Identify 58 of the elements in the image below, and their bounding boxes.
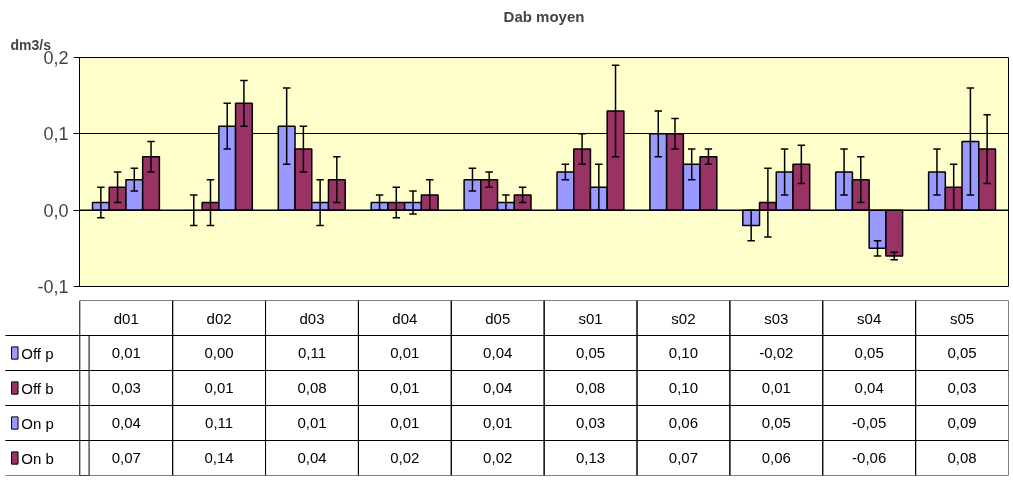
legend-label: On b [21,449,54,467]
data-label: 0,03 [111,379,141,396]
y-tick-label: -0,1 [37,277,69,297]
data-label: 0,03 [575,414,606,431]
data-label: 0,08 [297,379,327,396]
data-label: 0,08 [575,379,606,396]
x-tick-label: d04 [392,309,418,327]
data-label: 0,04 [483,379,513,396]
x-tick-label: s03 [764,309,789,327]
data-label: 0,07 [668,449,699,466]
data-label: 0,07 [111,449,141,466]
x-tick-label: s04 [857,309,882,327]
data-label: 0,06 [668,414,699,431]
data-label: 0,02 [390,449,420,466]
data-label: 0,10 [668,379,699,396]
data-label: 0,04 [297,449,327,466]
x-tick-label: s05 [949,309,975,327]
data-label: -0,05 [852,414,887,431]
x-tick-label: s02 [671,309,696,327]
data-label: -0,06 [852,449,887,466]
data-label: 0,09 [947,414,977,431]
y-tick-label: 0,1 [43,124,69,145]
data-label: 0,05 [575,344,606,361]
chart-title: Dab moyen [503,7,585,25]
y-tick-label: 0,0 [43,200,69,221]
data-label: 0,01 [390,414,420,431]
x-tick-label: s01 [578,309,603,327]
data-label: 0,08 [947,449,977,466]
data-label: -0,02 [759,344,794,361]
data-label: 0,11 [297,344,327,361]
data-label: 0,00 [204,344,234,361]
data-label: 0,04 [854,379,884,396]
legend-label: Off p [21,344,54,362]
data-label: 0,01 [111,344,141,361]
data-label: 0,01 [390,379,420,396]
data-label: 0,11 [205,414,234,431]
data-label: 0,04 [483,344,513,361]
x-tick-label: d02 [206,309,232,327]
data-label: 0,14 [204,449,234,466]
data-label: 0,05 [854,344,884,361]
data-label: 0,01 [297,414,327,431]
legend-label: Off b [21,379,54,397]
legend-label: On p [21,414,54,432]
x-tick-label: d01 [113,309,139,327]
data-label: 0,05 [947,344,977,361]
x-tick-label: d03 [299,309,325,327]
data-label: 0,01 [390,344,420,361]
data-label: 0,03 [947,379,977,396]
data-label: 0,10 [668,344,699,361]
data-label: 0,06 [761,449,791,466]
data-label: 0,02 [483,449,513,466]
data-label: 0,05 [761,414,791,431]
x-tick-label: d05 [485,309,511,327]
data-label: 0,04 [111,414,141,431]
data-label: 0,13 [575,449,606,466]
data-label: 0,01 [204,379,234,396]
data-label: 0,01 [483,414,513,431]
data-label: 0,01 [761,379,791,396]
